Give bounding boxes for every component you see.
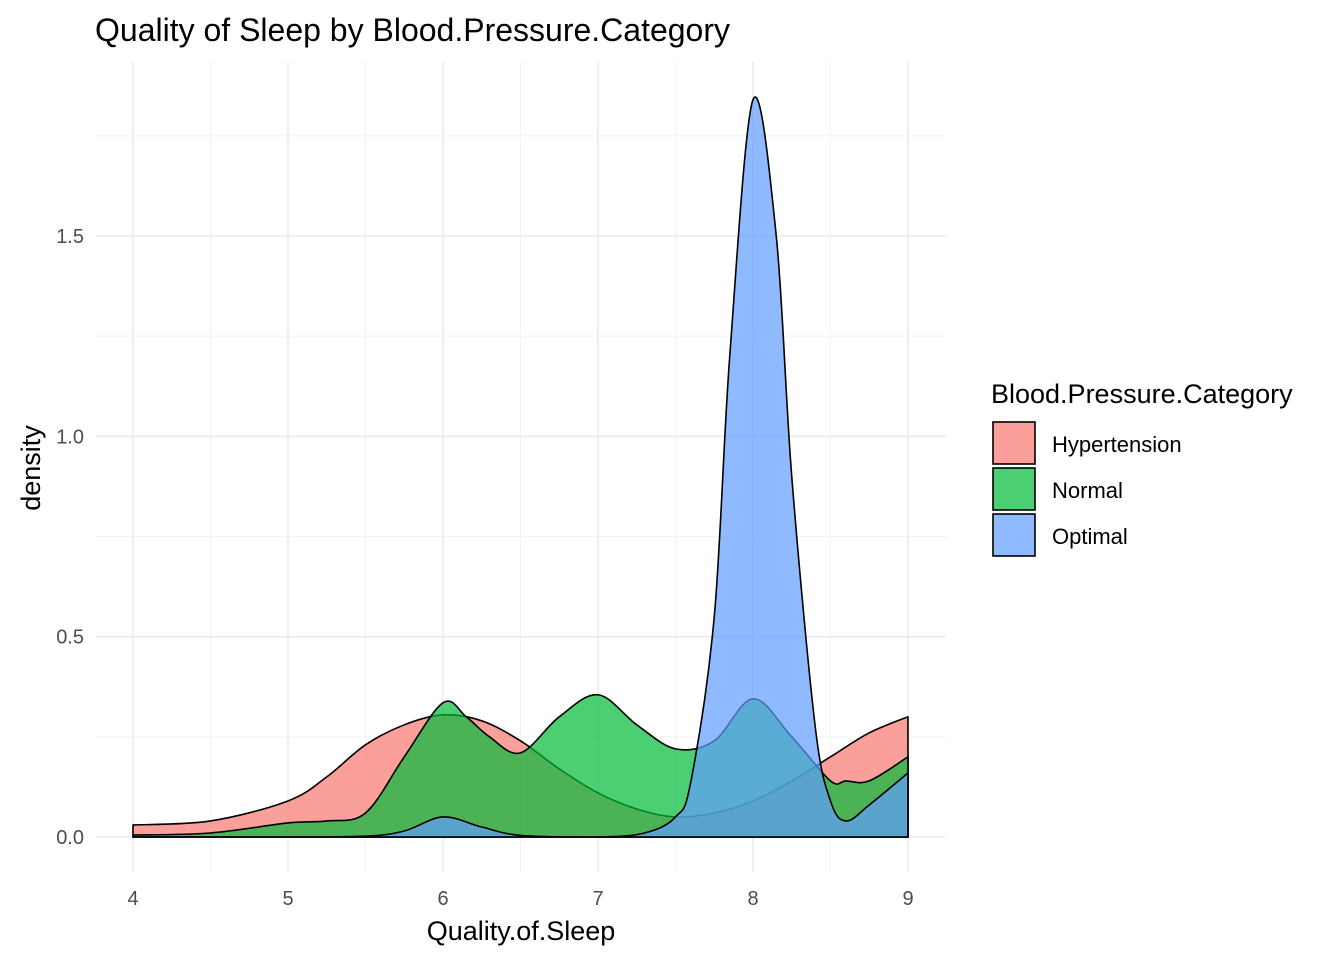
x-tick-label: 7	[592, 888, 603, 910]
density-areas	[132, 96, 909, 838]
x-tick-label: 6	[437, 888, 448, 910]
x-tick-label: 8	[747, 888, 758, 910]
legend-swatch-normal	[992, 467, 1036, 511]
y-axis-ticks: 0.0 0.5 1.0 1.5	[56, 226, 84, 849]
x-tick-label: 4	[127, 888, 138, 910]
y-tick-label: 1.5	[56, 226, 84, 248]
x-tick-label: 5	[282, 888, 293, 910]
x-tick-label: 9	[902, 888, 913, 910]
chart-title: Quality of Sleep by Blood.Pressure.Categ…	[95, 12, 730, 48]
legend-label-hypertension: Hypertension	[1052, 432, 1182, 457]
y-tick-label: 0.5	[56, 627, 84, 649]
x-axis-title: Quality.of.Sleep	[427, 916, 616, 946]
y-tick-label: 1.0	[56, 426, 84, 448]
legend-title: Blood.Pressure.Category	[991, 379, 1293, 409]
x-axis-ticks: 4 5 6 7 8 9	[127, 888, 913, 910]
density-area-optimal	[132, 96, 909, 838]
legend-swatch-optimal	[992, 513, 1036, 557]
legend: Blood.Pressure.Category Hypertension Norm…	[991, 379, 1293, 557]
y-axis-title: density	[16, 425, 46, 511]
legend-label-optimal: Optimal	[1052, 524, 1128, 549]
legend-label-normal: Normal	[1052, 478, 1123, 503]
legend-swatch-hypertension	[992, 421, 1036, 465]
y-tick-label: 0.0	[56, 827, 84, 849]
